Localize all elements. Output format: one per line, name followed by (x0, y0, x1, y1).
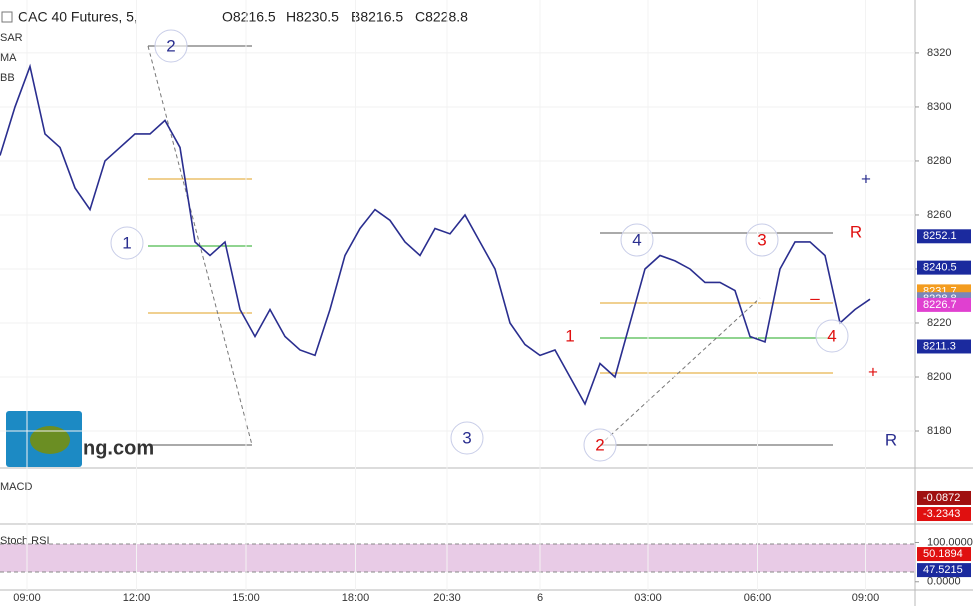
y-tick-label: 8300 (927, 101, 951, 113)
symbol-title: CAC 40 Futures, 5, (18, 9, 138, 25)
wave-label: 2 (595, 435, 604, 454)
annotation-circle (110, 226, 144, 260)
x-tick-label: 09:00 (852, 592, 880, 604)
y-tick-label: 8180 (927, 425, 951, 437)
price-badge (917, 229, 971, 244)
macd-badge (917, 490, 971, 505)
indicator-label[interactable]: Stoch RSI (0, 535, 50, 547)
macd-label: -0.0872 (923, 492, 960, 504)
x-tick-label: 6 (537, 592, 543, 604)
indicator-label[interactable]: MACD (0, 481, 32, 493)
wave-label: R (885, 430, 897, 449)
wave-label: 4 (632, 230, 641, 249)
x-tick-label: 06:00 (744, 592, 772, 604)
y-tick-label: 8260 (927, 209, 951, 221)
wave-label: 2 (166, 36, 175, 55)
price-label: 8240.5 (923, 262, 957, 274)
indicator-label[interactable]: SAR (0, 32, 23, 44)
x-tick-label: 15:00 (232, 592, 260, 604)
ohlc-bid: B8216.5 (351, 9, 403, 25)
price-badge (917, 339, 971, 354)
logo-figure (30, 426, 70, 454)
y-tick-label: 8280 (927, 155, 951, 167)
y-tick-label: 8200 (927, 371, 951, 383)
annotation-circle (815, 319, 849, 353)
stoch-tick-label: 0.0000 (927, 576, 961, 588)
price-line (0, 63, 871, 406)
annotation-circle (154, 29, 188, 63)
macd-badge (917, 507, 971, 522)
wave-label: 1 (122, 233, 131, 252)
annotation-circle (745, 223, 779, 257)
annotation-circle (450, 421, 484, 455)
stoch-tick-label: 100.0000 (927, 536, 973, 548)
price-badge (917, 260, 971, 275)
stoch-band (0, 544, 915, 572)
price-label: 8211.3 (923, 340, 956, 352)
macd-label: -3.2343 (923, 508, 960, 520)
stoch-label: 47.5215 (923, 564, 963, 576)
annotation-circle (620, 223, 654, 257)
x-tick-label: 09:00 (13, 592, 41, 604)
y-tick-label: 8220 (927, 317, 951, 329)
x-tick-label: 12:00 (123, 592, 151, 604)
price-label: 8226.7 (923, 299, 957, 311)
stoch-badge (917, 563, 971, 578)
logo-text: ng.com (83, 437, 154, 459)
stoch-label: 50.1894 (923, 548, 963, 560)
y-tick-label: 8320 (927, 47, 951, 59)
wave-label: + (861, 169, 871, 188)
x-tick-label: 20:30 (433, 592, 461, 604)
indicator-label[interactable]: BB (0, 72, 15, 84)
price-label: 8252.1 (923, 230, 957, 242)
price-badge (917, 297, 971, 312)
wave-label: – (810, 288, 820, 307)
wave-label: + (868, 362, 878, 381)
ohlc-close: C8228.8 (415, 9, 468, 25)
stoch-badge (917, 547, 971, 562)
ohlc-open: O8216.5 (222, 9, 276, 25)
trend-line (599, 297, 761, 446)
wave-label: 3 (462, 428, 471, 447)
wave-label: R (850, 222, 862, 241)
wave-label: 4 (827, 326, 836, 345)
wave-label: 1 (565, 326, 574, 345)
collapse-icon[interactable] (1, 11, 13, 23)
annotation-circle (583, 428, 617, 462)
x-tick-label: 18:00 (342, 592, 370, 604)
wave-label: 3 (757, 230, 766, 249)
indicator-label[interactable]: MA (0, 52, 17, 64)
ohlc-high: H8230.5 (286, 9, 339, 25)
x-tick-label: 03:00 (634, 592, 662, 604)
